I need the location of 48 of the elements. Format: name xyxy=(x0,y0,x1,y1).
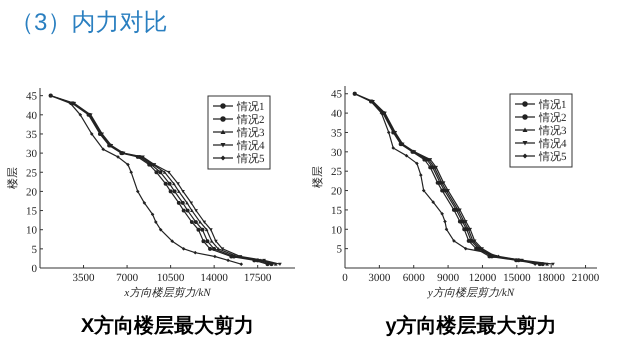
y-tick-label: 25 xyxy=(331,166,342,178)
y-tick-label: 15 xyxy=(26,206,38,218)
y-tick-label: 0 xyxy=(32,263,38,275)
legend-label: 情况3 xyxy=(538,124,567,137)
y-axis-title: 楼层 xyxy=(311,166,324,188)
legend-label: 情况3 xyxy=(236,126,265,139)
text: X方向楼层最大剪力 xyxy=(80,314,254,337)
x-tick-label: 15000 xyxy=(503,272,532,284)
y-tick-label: 15 xyxy=(331,204,342,217)
y-tick-label: 5 xyxy=(336,244,342,256)
y-tick-label: 45 xyxy=(331,88,342,101)
x-tick-label: 21000 xyxy=(572,272,600,284)
x-tick-label: 3000 xyxy=(368,272,391,284)
y-tick-label: 45 xyxy=(26,90,38,103)
y-tick-label: 40 xyxy=(26,110,38,122)
text: （3）内力对比 xyxy=(10,9,168,36)
x-tick-label: 17500 xyxy=(244,272,272,284)
x-tick-label: 7000 xyxy=(116,272,139,284)
legend-label: 情况5 xyxy=(538,150,567,163)
x-tick-label: 14000 xyxy=(200,272,228,284)
x-tick-label: 3500 xyxy=(72,272,96,284)
y-tick-label: 40 xyxy=(331,108,342,120)
legend-label: 情况4 xyxy=(236,139,265,152)
x-tick-label: 9000 xyxy=(437,272,460,284)
y-tick-label: 5 xyxy=(32,244,38,256)
legend-label: 情况2 xyxy=(236,113,264,126)
x-tick-label: 10500 xyxy=(156,272,185,284)
legend-label: 情况1 xyxy=(236,100,264,113)
y-tick-label: 30 xyxy=(331,146,342,159)
y-axis-title: 楼层 xyxy=(6,167,19,189)
y-tick-label: 20 xyxy=(26,186,38,198)
y-tick-label: 10 xyxy=(331,224,342,236)
x-axis-title: x方向楼层剪力/kN xyxy=(123,286,212,299)
x-tick-label: 6000 xyxy=(402,272,426,284)
legend-label: 情况2 xyxy=(538,111,566,124)
text: y方向楼层最大剪力 xyxy=(385,314,557,337)
x-axis-title: y方向楼层剪力/kN xyxy=(426,286,515,299)
y-tick-label: 10 xyxy=(26,224,38,237)
y-tick-label: 35 xyxy=(26,128,38,141)
y-tick-label: 30 xyxy=(26,148,38,160)
x-tick-label: 12000 xyxy=(468,272,497,284)
y-tick-label: 25 xyxy=(26,167,38,180)
x-tick-label: 18000 xyxy=(537,272,566,284)
legend-label: 情况4 xyxy=(538,137,567,150)
legend-label: 情况1 xyxy=(538,98,566,111)
legend-label: 情况5 xyxy=(236,152,265,165)
y-tick-label: 35 xyxy=(331,127,342,140)
y-tick-label: 20 xyxy=(331,186,342,198)
